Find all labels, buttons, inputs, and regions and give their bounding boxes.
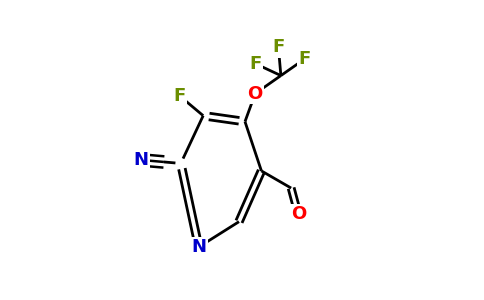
- Text: O: O: [291, 205, 306, 223]
- Text: F: F: [298, 50, 310, 68]
- Text: N: N: [191, 238, 206, 256]
- Text: F: F: [173, 86, 185, 104]
- Text: N: N: [133, 151, 148, 169]
- Text: F: F: [249, 55, 261, 73]
- Text: O: O: [248, 85, 263, 103]
- Text: F: F: [272, 38, 285, 56]
